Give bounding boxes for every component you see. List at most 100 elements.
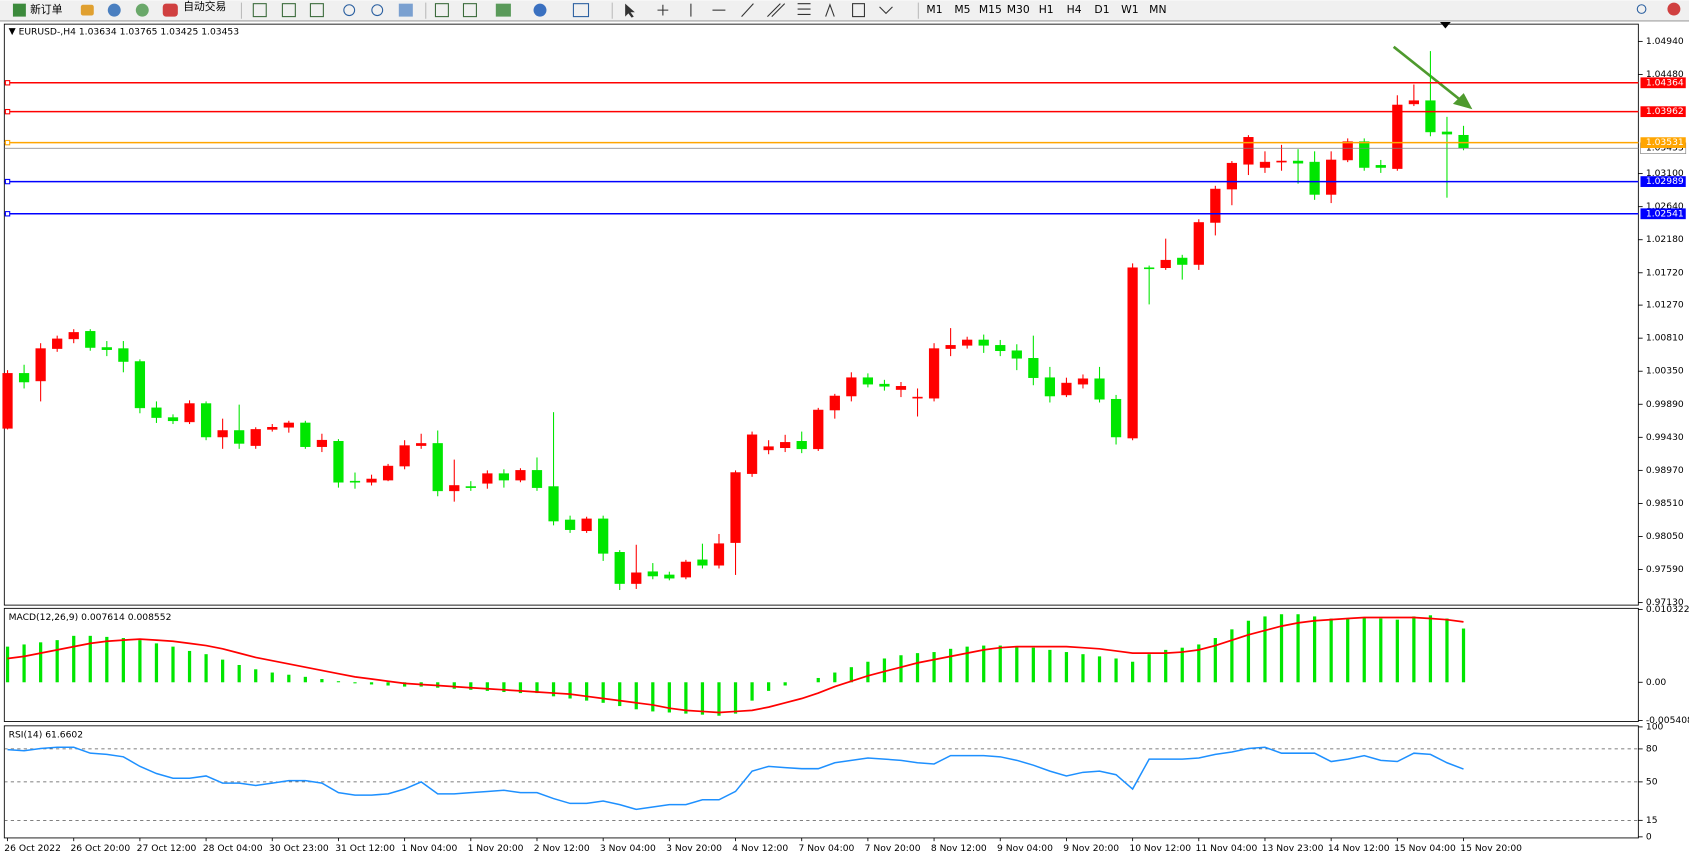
toolbar-icon[interactable]	[281, 3, 296, 18]
timeframe-button[interactable]: W1	[1121, 3, 1139, 16]
macd-bar	[88, 635, 92, 683]
zoom-out-icon[interactable]	[371, 4, 384, 17]
x-tick-label: 1 Nov 04:00	[401, 843, 457, 854]
toolbar-icon[interactable]	[398, 3, 413, 17]
search-icon[interactable]	[1636, 4, 1647, 14]
y-tick-label: 0.99430	[1646, 432, 1684, 443]
candle-body	[2, 373, 13, 429]
macd-bar	[651, 682, 655, 712]
candle-body	[1110, 398, 1122, 438]
timeframe-button[interactable]: D1	[1094, 3, 1109, 16]
candle-body	[978, 339, 989, 346]
notification-icon[interactable]	[1667, 2, 1681, 16]
price-label: 1.03531	[1646, 137, 1684, 148]
toolbar-icon[interactable]	[462, 3, 477, 18]
toolbar-icon[interactable]	[309, 3, 324, 18]
y-tick-label: 15	[1646, 815, 1658, 826]
macd-bar	[1048, 649, 1052, 683]
fibo-tool[interactable]	[797, 3, 811, 15]
y-tick-label: 0	[1646, 831, 1652, 842]
toolbar-icon[interactable]	[495, 3, 511, 17]
candle-body	[68, 332, 79, 340]
y-tick-label: 1.03100	[1646, 168, 1684, 179]
zoom-in-icon[interactable]	[343, 4, 356, 17]
candle-body	[1309, 161, 1320, 195]
macd-bar	[171, 646, 175, 683]
candle-body	[267, 426, 278, 430]
arrows-tool[interactable]	[879, 6, 893, 15]
macd-bar	[485, 682, 489, 691]
macd-bar	[121, 638, 125, 683]
candle-body	[713, 543, 725, 566]
x-tick-label: 9 Nov 20:00	[1063, 843, 1119, 854]
candle-body	[399, 445, 410, 467]
toolbar-icon[interactable]	[533, 3, 547, 17]
timeframe-button[interactable]: M5	[954, 3, 970, 16]
candle-body	[1243, 137, 1254, 165]
macd-bar	[1114, 658, 1118, 683]
candle-body	[647, 571, 658, 577]
y-tick-label: 1.01270	[1646, 300, 1684, 311]
macd-bar	[965, 646, 969, 683]
toolbar-icon[interactable]	[252, 3, 267, 18]
toolbar-icon[interactable]	[80, 4, 94, 16]
timeframe-button[interactable]: M15	[979, 3, 1002, 16]
cursor-tool[interactable]	[625, 3, 635, 18]
macd-bar	[535, 682, 539, 694]
price-label: 1.02989	[1646, 176, 1684, 187]
current-price-label: 1.03453	[1646, 143, 1684, 154]
new-order-button[interactable]: 新订单	[30, 3, 63, 16]
toolbar-icon[interactable]	[434, 3, 449, 18]
line-anchor	[4, 80, 11, 86]
macd-bar	[1461, 628, 1466, 683]
x-tick-label: 10 Nov 12:00	[1129, 843, 1191, 854]
macd-bar	[254, 669, 258, 683]
timeframe-button[interactable]: MN	[1149, 3, 1166, 16]
candle-body	[1193, 222, 1204, 265]
candle-body	[962, 339, 973, 346]
text-tool[interactable]	[825, 3, 835, 17]
macd-bar	[1445, 618, 1449, 683]
auto-trading-button[interactable]: 自动交易	[183, 0, 226, 13]
candle-body	[1210, 188, 1221, 223]
candle-body	[1276, 160, 1287, 163]
signal-last: 0.008552	[128, 611, 172, 622]
candle-body	[1392, 104, 1403, 169]
channel-tool[interactable]	[767, 3, 786, 17]
trendline-tool[interactable]	[741, 3, 754, 17]
y-tick-label: 1.00810	[1646, 333, 1684, 344]
crosshair-tool[interactable]	[657, 4, 669, 16]
macd-bar	[369, 682, 374, 685]
macd-bar	[816, 677, 820, 683]
x-tick-label: 4 Nov 12:00	[732, 843, 788, 854]
toolbar-icon[interactable]	[107, 3, 121, 17]
price-label: 1.03962	[1646, 106, 1684, 117]
x-tick-label: 8 Nov 12:00	[931, 843, 987, 854]
toolbar-icon[interactable]	[135, 3, 149, 17]
macd-bar	[767, 682, 771, 691]
y-tick-label: 1.04940	[1646, 36, 1684, 47]
timeframe-button[interactable]: M30	[1007, 3, 1030, 16]
x-tick-label: 13 Nov 23:00	[1262, 843, 1324, 854]
toolbar-icon[interactable]	[572, 3, 590, 18]
macd-header: MACD(12,26,9) 0.007614 0.008552	[9, 611, 172, 622]
candle-body	[746, 434, 758, 474]
timeframe-button[interactable]: H1	[1039, 3, 1054, 16]
timeframe-button[interactable]: M1	[926, 3, 942, 16]
label-tool[interactable]	[852, 3, 865, 18]
new-order-icon[interactable]	[12, 3, 26, 17]
macd-bar	[270, 672, 274, 683]
macd-bar	[55, 640, 59, 683]
macd-bar	[303, 676, 307, 683]
timeframes: M1 M5 M15 M30 H1 H4 D1 W1 MN	[926, 3, 1166, 16]
auto-trading-icon[interactable]	[162, 3, 178, 17]
candle-body	[101, 347, 112, 350]
candle-body	[1144, 267, 1155, 270]
timeframe-button[interactable]: H4	[1067, 3, 1082, 16]
macd-bar	[1412, 616, 1416, 683]
main-panel	[3, 23, 1639, 606]
candle-body	[862, 377, 874, 385]
candle-body	[895, 386, 907, 390]
candle-body	[548, 486, 559, 522]
macd-bar	[518, 682, 523, 694]
